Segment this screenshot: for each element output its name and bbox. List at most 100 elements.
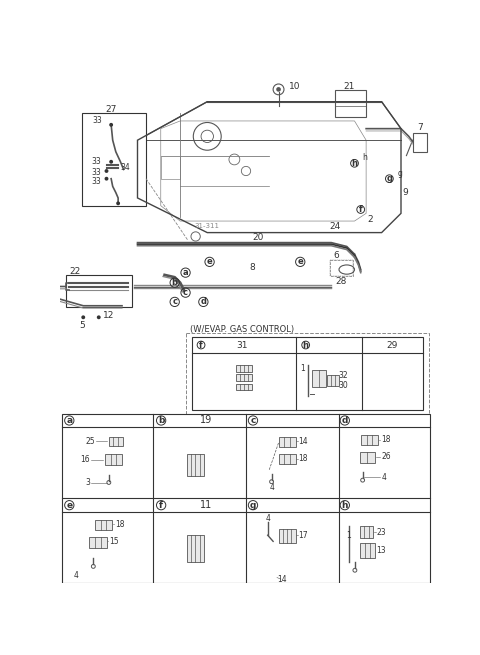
- Text: e: e: [298, 257, 303, 267]
- Text: 12: 12: [103, 311, 114, 320]
- Text: 23: 23: [377, 528, 386, 536]
- Text: 14: 14: [299, 437, 308, 446]
- Text: a: a: [66, 416, 72, 425]
- Text: 31: 31: [236, 341, 248, 350]
- Bar: [236, 374, 252, 381]
- Text: 33: 33: [91, 168, 101, 177]
- Text: 17: 17: [299, 531, 308, 540]
- Bar: [109, 437, 123, 446]
- Bar: [95, 520, 112, 530]
- Text: 18: 18: [115, 520, 124, 529]
- Bar: [330, 259, 353, 276]
- Text: 1: 1: [300, 364, 305, 373]
- Bar: [360, 543, 375, 558]
- Text: 30: 30: [338, 381, 348, 390]
- Text: 3: 3: [85, 478, 90, 487]
- Text: 15: 15: [109, 537, 119, 546]
- Text: 34: 34: [120, 162, 130, 172]
- Text: 6: 6: [333, 252, 339, 260]
- Text: 29: 29: [387, 341, 398, 350]
- Bar: [192, 337, 423, 409]
- Bar: [66, 275, 132, 307]
- Text: g: g: [397, 169, 402, 178]
- Text: 5: 5: [79, 320, 84, 329]
- Text: 26: 26: [381, 452, 391, 461]
- Text: 33: 33: [91, 157, 101, 166]
- Circle shape: [81, 315, 85, 319]
- Bar: [89, 536, 107, 548]
- Text: c: c: [183, 288, 188, 297]
- Text: 1: 1: [346, 531, 351, 540]
- Bar: [187, 535, 204, 562]
- Text: h: h: [362, 153, 367, 162]
- Bar: [353, 452, 360, 463]
- Text: b: b: [172, 278, 178, 287]
- Circle shape: [116, 202, 120, 205]
- Circle shape: [276, 87, 281, 92]
- Circle shape: [105, 177, 108, 181]
- Bar: [236, 365, 252, 372]
- Bar: [335, 90, 366, 117]
- Text: 24: 24: [329, 222, 341, 231]
- Text: 19: 19: [200, 415, 213, 426]
- Bar: [62, 413, 430, 583]
- Text: g: g: [386, 174, 392, 183]
- Bar: [274, 547, 278, 570]
- Text: 10: 10: [288, 82, 300, 91]
- Bar: [360, 452, 375, 463]
- Text: d: d: [342, 416, 348, 425]
- Bar: [82, 113, 146, 206]
- Text: 14: 14: [277, 575, 287, 584]
- Circle shape: [105, 169, 108, 173]
- Text: 27: 27: [106, 105, 117, 114]
- Text: 9: 9: [402, 188, 408, 197]
- Bar: [312, 371, 326, 387]
- Text: h: h: [342, 500, 348, 510]
- Text: 33: 33: [93, 117, 103, 126]
- Bar: [330, 259, 353, 276]
- Text: h: h: [351, 159, 358, 168]
- Text: f: f: [199, 341, 203, 350]
- Text: 4: 4: [381, 473, 386, 482]
- Bar: [186, 333, 429, 413]
- Text: b: b: [158, 416, 164, 425]
- Circle shape: [109, 123, 113, 126]
- Bar: [327, 375, 339, 386]
- Text: e: e: [66, 500, 72, 510]
- Text: f: f: [359, 205, 362, 214]
- Bar: [413, 132, 427, 152]
- Text: f: f: [159, 500, 163, 510]
- Text: 20: 20: [252, 233, 264, 242]
- Text: 2: 2: [367, 215, 373, 224]
- Text: c: c: [172, 297, 177, 307]
- Text: 18: 18: [299, 455, 308, 464]
- Text: e: e: [207, 257, 213, 267]
- Circle shape: [109, 160, 113, 164]
- Bar: [360, 526, 373, 538]
- Bar: [278, 529, 296, 543]
- Bar: [278, 455, 296, 464]
- Bar: [187, 455, 204, 476]
- Text: d: d: [200, 297, 206, 307]
- Text: 11: 11: [200, 500, 213, 510]
- Text: g: g: [250, 500, 256, 510]
- Text: 4: 4: [265, 514, 270, 523]
- Text: 22: 22: [69, 267, 81, 276]
- Text: 4: 4: [269, 483, 274, 492]
- Text: 31-311: 31-311: [195, 223, 220, 229]
- Text: (W/EVAP. GAS CONTROL): (W/EVAP. GAS CONTROL): [190, 326, 294, 334]
- Text: 8: 8: [249, 263, 255, 272]
- Text: 13: 13: [377, 546, 386, 555]
- Text: c: c: [250, 416, 256, 425]
- Text: 28: 28: [336, 276, 347, 286]
- Bar: [278, 437, 296, 447]
- Text: 16: 16: [81, 455, 90, 464]
- Text: a: a: [183, 268, 188, 277]
- Bar: [361, 435, 378, 445]
- Text: 32: 32: [338, 371, 348, 379]
- Text: 33: 33: [91, 176, 101, 185]
- Bar: [105, 455, 122, 465]
- Text: h: h: [303, 341, 309, 350]
- Text: 7: 7: [418, 122, 423, 132]
- Text: 21: 21: [343, 82, 355, 91]
